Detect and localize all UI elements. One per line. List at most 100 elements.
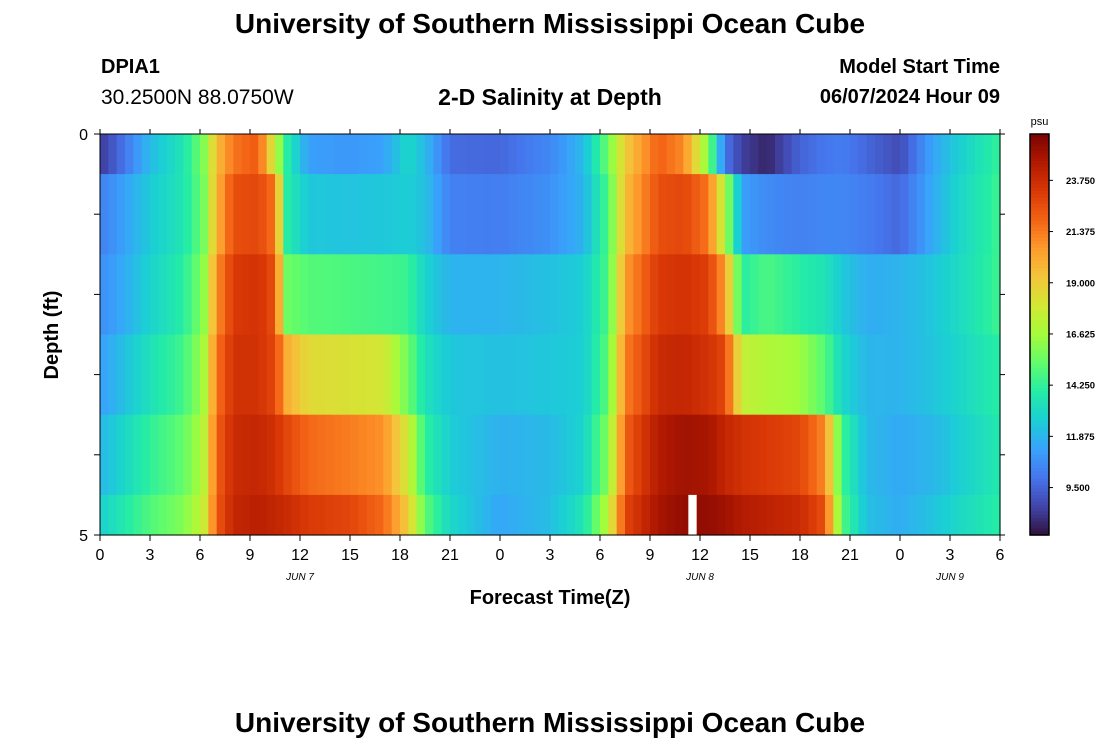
heatmap-cell — [191, 254, 201, 336]
heatmap-cell — [533, 134, 543, 175]
heatmap-cell — [850, 334, 859, 416]
heatmap-cell — [358, 254, 368, 336]
heatmap-cell — [275, 334, 284, 416]
heatmap-cell — [141, 134, 151, 175]
colorbar-segment — [1030, 364, 1049, 369]
heatmap-cell — [583, 414, 593, 496]
heatmap-cell — [508, 334, 518, 416]
x-tick-label: 12 — [291, 547, 309, 564]
heatmap-cell — [150, 494, 159, 536]
heatmap-cell — [700, 334, 709, 416]
colorbar-segment — [1030, 317, 1049, 322]
heatmap-cell — [591, 334, 601, 416]
heatmap-cell — [625, 414, 634, 496]
heatmap-cell — [283, 414, 293, 496]
heatmap-cell — [608, 254, 618, 336]
heatmap-cell — [475, 134, 484, 175]
heatmap-cell — [216, 254, 226, 336]
colorbar-segment — [1030, 174, 1049, 179]
heatmap-cell — [683, 494, 693, 536]
heatmap-cell — [716, 254, 726, 336]
heatmap-cell — [366, 494, 376, 536]
heatmap-cell — [933, 494, 943, 536]
colorbar-tick-label: 19.000 — [1066, 278, 1095, 289]
y-tick-label: 5 — [79, 528, 88, 545]
heatmap-cell — [333, 494, 343, 536]
heatmap-cell — [308, 134, 318, 175]
heatmap-cell — [500, 494, 509, 536]
heatmap-cell — [575, 174, 584, 255]
heatmap-cell — [858, 494, 868, 536]
heatmap-cell — [833, 174, 843, 255]
heatmap-cell — [791, 334, 801, 416]
heatmap-cell — [116, 494, 126, 536]
heatmap-cell — [316, 134, 326, 175]
heatmap-cell — [408, 134, 418, 175]
heatmap-cell — [908, 494, 918, 536]
heatmap-cell — [566, 494, 576, 536]
colorbar-segment — [1030, 354, 1049, 359]
heatmap-cell — [850, 414, 859, 496]
heatmap-cell — [175, 494, 184, 536]
heatmap-cell — [158, 134, 168, 175]
heatmap-cell — [708, 134, 718, 175]
heatmap-cell — [641, 254, 651, 336]
heatmap-cell — [716, 134, 726, 175]
colorbar-segment — [1030, 448, 1049, 453]
colorbar-segment — [1030, 324, 1049, 329]
colorbar-segment — [1030, 488, 1049, 493]
heatmap-cell — [408, 254, 418, 336]
heatmap-cell — [883, 414, 893, 496]
colorbar-segment — [1030, 214, 1049, 219]
heatmap-cell — [358, 134, 368, 175]
heatmap-cell — [725, 254, 734, 336]
heatmap-cell — [325, 254, 334, 336]
heatmap-cell — [458, 174, 468, 255]
heatmap-cell — [483, 494, 493, 536]
heatmap-cell — [233, 414, 243, 496]
heatmap-cell — [350, 334, 359, 416]
x-tick-label: 0 — [96, 547, 105, 564]
heatmap-cell — [708, 414, 718, 496]
heatmap-cell — [425, 254, 434, 336]
heatmap-cell — [575, 494, 584, 536]
page-title: University of Southern Mississippi Ocean… — [234, 8, 866, 39]
heatmap-cell — [475, 334, 484, 416]
heatmap-cell — [175, 174, 184, 255]
heatmap-cell — [291, 134, 301, 175]
heatmap-cell — [516, 254, 526, 336]
heatmap-cell — [600, 414, 609, 496]
heatmap-cell — [183, 414, 193, 496]
colorbar-segment — [1030, 267, 1049, 272]
heatmap-cell — [591, 134, 601, 175]
heatmap-cell — [908, 334, 918, 416]
heatmap-cell — [941, 334, 951, 416]
heatmap-cell — [216, 134, 226, 175]
heatmap-cell — [350, 254, 359, 336]
heatmap-cell — [908, 254, 918, 336]
heatmap-cell — [166, 254, 176, 336]
heatmap-cell — [116, 334, 126, 416]
heatmap-cell — [191, 174, 201, 255]
heatmap-cell — [158, 414, 168, 496]
heatmap-cell — [475, 174, 484, 255]
heatmap-cell — [458, 134, 468, 175]
heatmap-cell — [166, 414, 176, 496]
heatmap-cell — [691, 134, 701, 175]
heatmap-cell — [133, 494, 143, 536]
heatmap-cell — [616, 334, 626, 416]
heatmap-cell — [550, 334, 559, 416]
heatmap-cell — [600, 134, 609, 175]
x-tick-label: 3 — [146, 547, 155, 564]
heatmap-cell — [291, 174, 301, 255]
heatmap-cell — [766, 254, 776, 336]
heatmap-cell — [816, 414, 826, 496]
heatmap-cell — [258, 414, 268, 496]
heatmap-cell — [158, 174, 168, 255]
colorbar-segment — [1030, 311, 1049, 316]
heatmap-cell — [791, 494, 801, 536]
heatmap-cell — [308, 494, 318, 536]
colorbar-tick-label: 23.750 — [1066, 176, 1095, 187]
colorbar-segment — [1030, 431, 1049, 436]
heatmap-cell — [850, 134, 859, 175]
